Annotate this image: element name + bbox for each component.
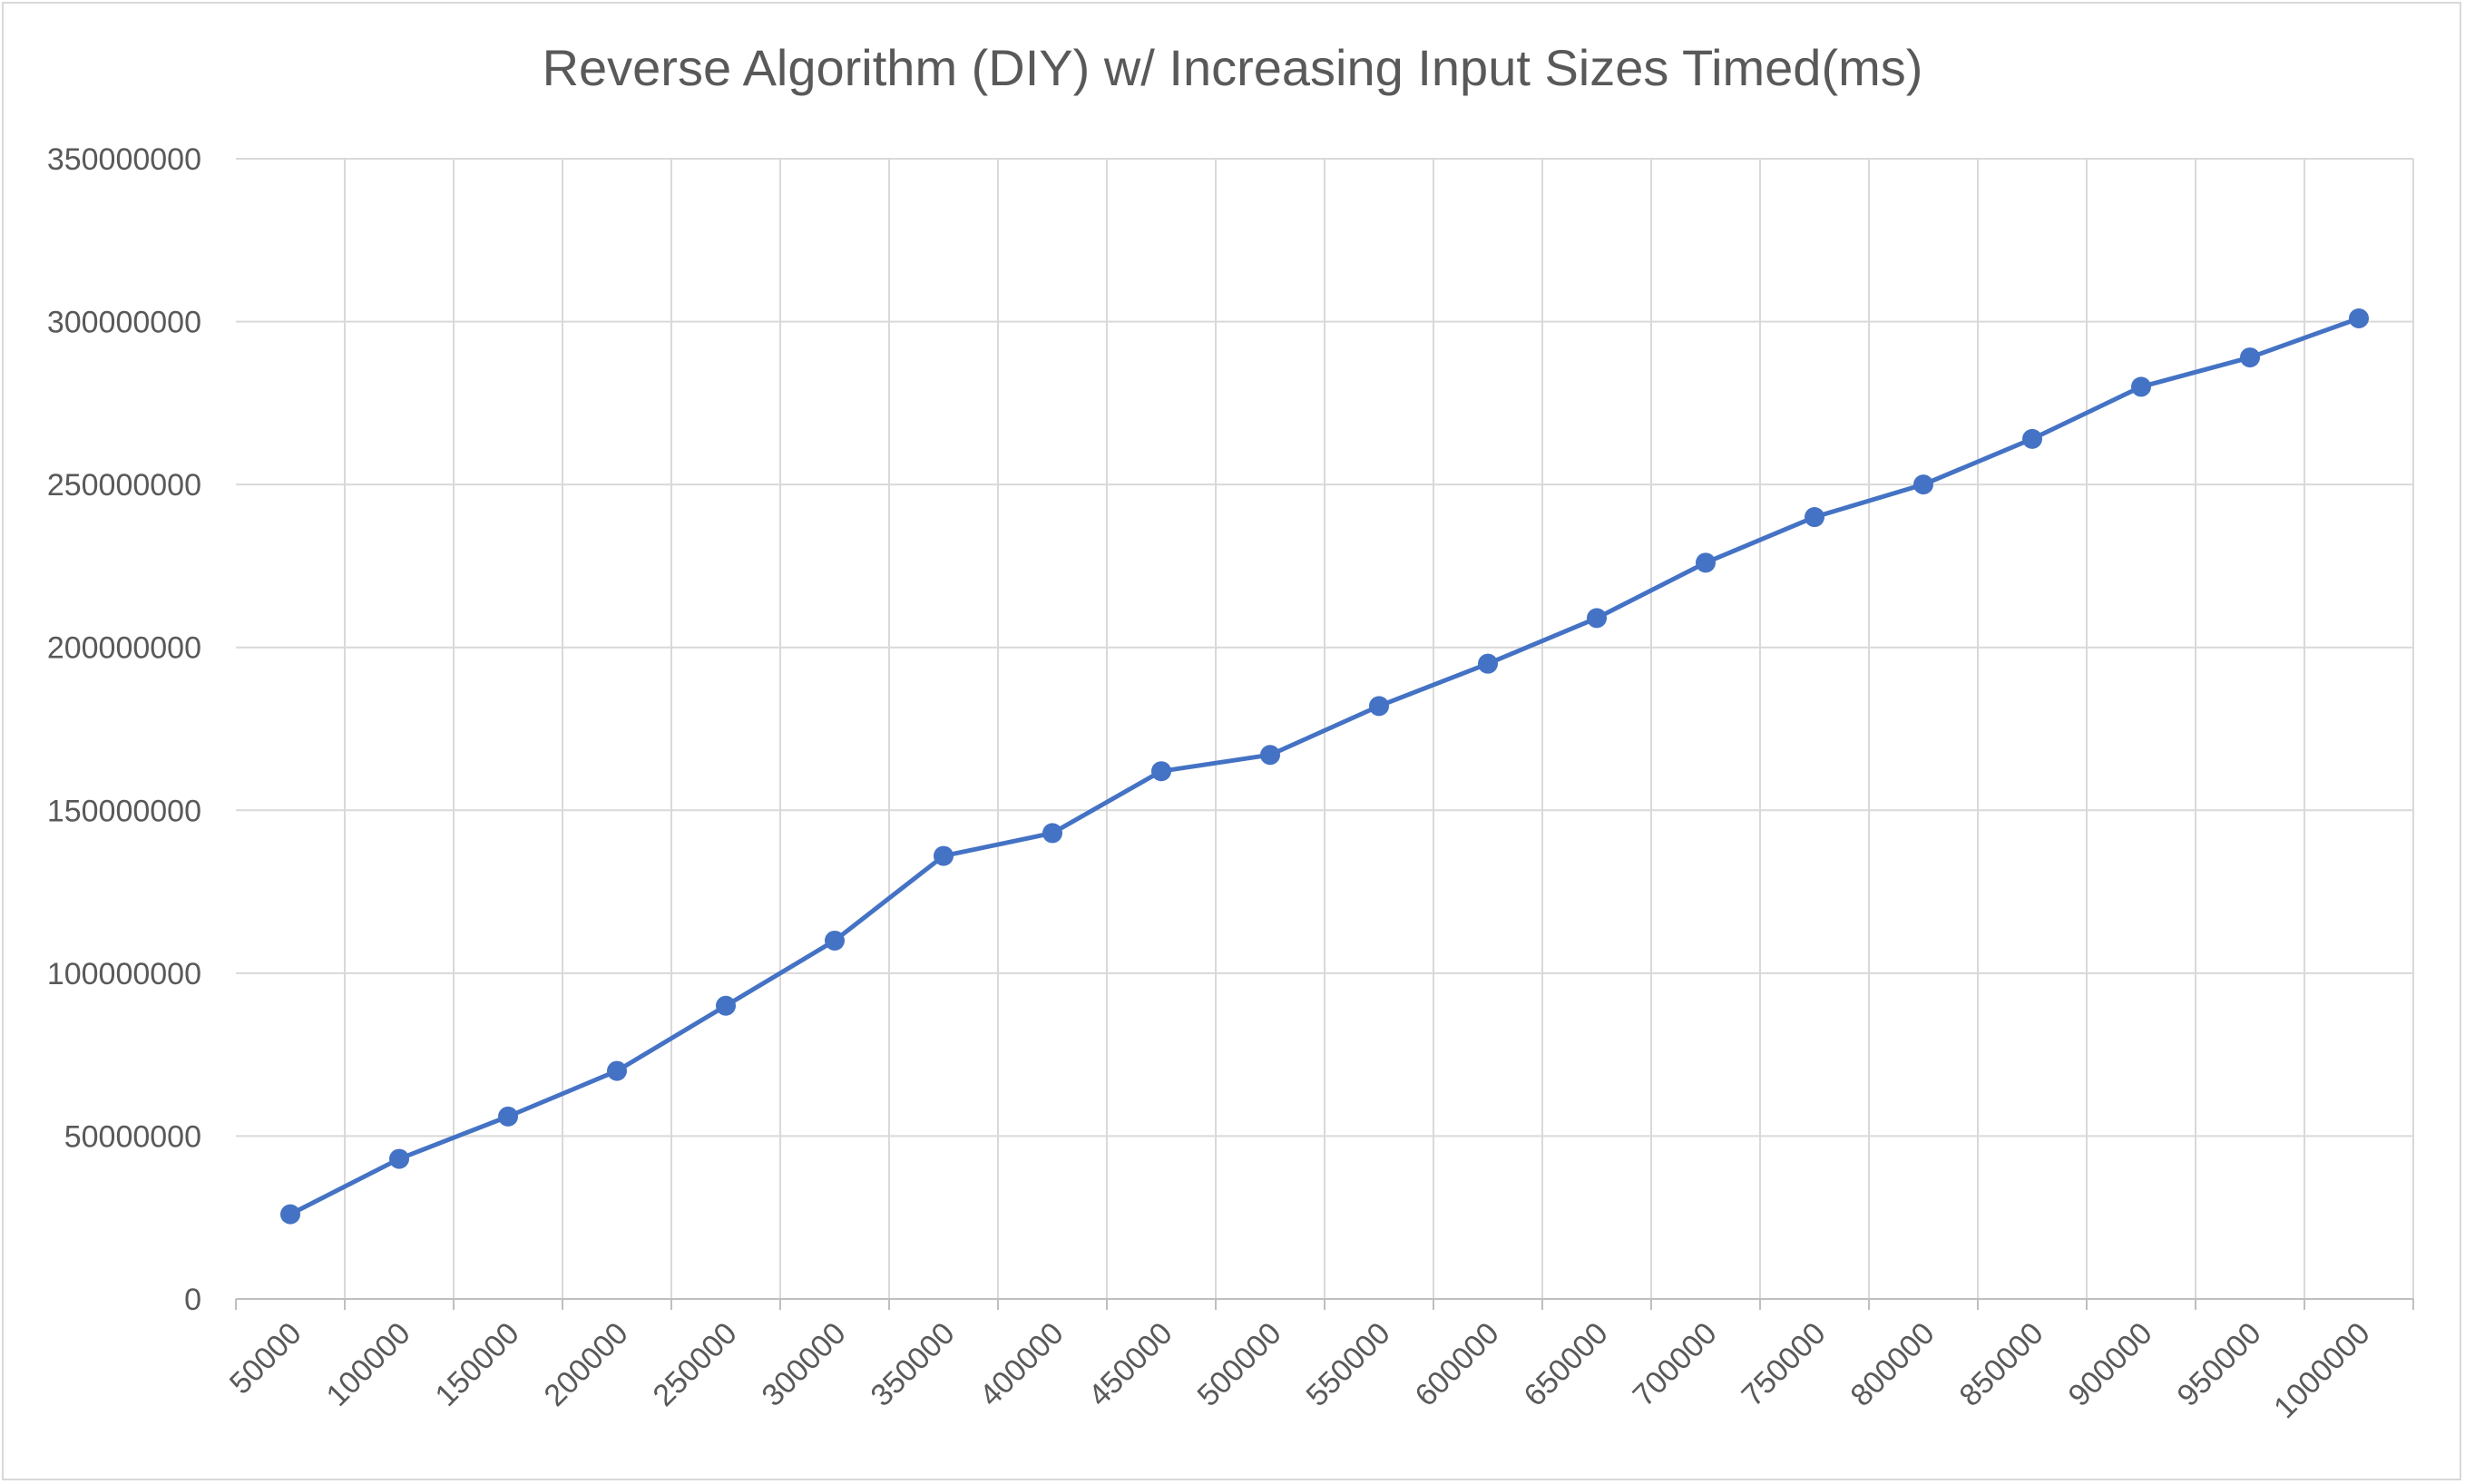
- x-tick-label: 300000: [756, 1316, 853, 1413]
- x-tick-label: 400000: [973, 1316, 1071, 1413]
- series: [280, 308, 2369, 1225]
- gridlines: [236, 158, 2414, 1299]
- data-point: [2022, 428, 2042, 449]
- data-point: [1260, 745, 1280, 766]
- x-tick-label: 150000: [429, 1316, 526, 1413]
- x-tick-label: 250000: [647, 1316, 744, 1413]
- data-point: [1805, 507, 1824, 528]
- data-point: [1369, 696, 1389, 717]
- x-tick-label: 750000: [1736, 1316, 1833, 1413]
- x-tick-label: 900000: [2062, 1316, 2159, 1413]
- tick-labels: 0 50000000 100000000 150000000 200000000 2500…: [47, 142, 2377, 1425]
- axes: [235, 1298, 2414, 1310]
- x-tick-label: 200000: [538, 1316, 635, 1413]
- y-tick-label: 0: [184, 1283, 201, 1317]
- data-point: [825, 930, 845, 951]
- y-tick-label: 300000000: [47, 306, 201, 340]
- y-tick-label: 150000000: [47, 794, 201, 828]
- x-tick-label: 100000: [320, 1316, 417, 1413]
- y-tick-label: 50000000: [64, 1119, 201, 1154]
- data-point: [1587, 608, 1607, 629]
- x-tick-label: 600000: [1409, 1316, 1506, 1413]
- data-point: [1696, 552, 1716, 573]
- x-tick-label: 50000: [223, 1316, 308, 1401]
- data-point: [1042, 823, 1062, 844]
- data-point: [498, 1106, 518, 1127]
- chart-title: Reverse Algorithm (DIY) w/ Increasing In…: [542, 39, 1923, 96]
- x-tick-label: 800000: [1844, 1316, 1942, 1413]
- data-point: [2131, 376, 2151, 397]
- data-point: [2349, 308, 2369, 328]
- x-tick-label: 650000: [1518, 1316, 1615, 1413]
- x-tick-label: 950000: [2171, 1316, 2268, 1413]
- x-tick-label: 1000000: [2267, 1316, 2376, 1425]
- x-tick-label: 550000: [1300, 1316, 1397, 1413]
- data-point: [607, 1060, 627, 1081]
- x-tick-label: 500000: [1191, 1316, 1288, 1413]
- data-point: [389, 1148, 409, 1169]
- data-point: [280, 1204, 300, 1225]
- series-line: [289, 316, 2360, 1216]
- y-tick-label: 350000000: [47, 142, 201, 177]
- x-tick-label: 350000: [865, 1316, 962, 1413]
- data-point: [1478, 653, 1498, 674]
- data-point: [1151, 761, 1171, 782]
- x-tick-label: 700000: [1627, 1316, 1724, 1413]
- data-point: [2240, 347, 2260, 368]
- y-tick-label: 250000000: [47, 468, 201, 503]
- y-tick-label: 200000000: [47, 631, 201, 666]
- data-point: [934, 845, 954, 866]
- data-point: [1913, 474, 1933, 495]
- data-point: [716, 995, 736, 1016]
- x-tick-label: 450000: [1082, 1316, 1179, 1413]
- y-tick-label: 100000000: [47, 957, 201, 991]
- x-tick-label: 850000: [1953, 1316, 2050, 1413]
